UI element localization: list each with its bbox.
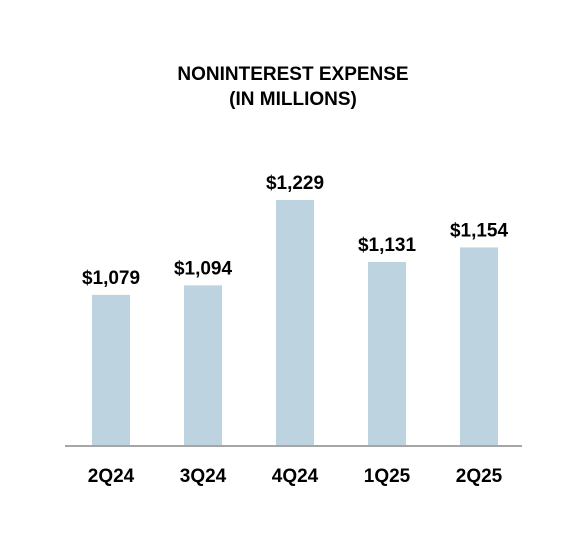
data-label-2Q24: $1,079 bbox=[82, 268, 140, 289]
x-tick-label-2Q24: 2Q24 bbox=[88, 466, 135, 487]
bar-2Q24 bbox=[92, 294, 130, 446]
chart-subtitle: (IN MILLIONS) bbox=[229, 89, 357, 110]
bar-3Q24 bbox=[184, 285, 222, 446]
x-tick-labels-group: 2Q24 3Q24 4Q24 1Q25 2Q25 bbox=[88, 466, 503, 487]
x-tick-label-1Q25: 1Q25 bbox=[364, 466, 411, 487]
x-tick-label-4Q24: 4Q24 bbox=[272, 466, 319, 487]
bar-4Q24 bbox=[276, 200, 314, 446]
x-tick-label-2Q25: 2Q25 bbox=[456, 466, 503, 487]
data-label-3Q24: $1,094 bbox=[174, 258, 233, 279]
bars-group bbox=[92, 200, 498, 446]
chart-title: NONINTEREST EXPENSE bbox=[177, 64, 409, 85]
bar-1Q25 bbox=[368, 261, 406, 446]
x-tick-label-3Q24: 3Q24 bbox=[180, 466, 227, 487]
data-label-4Q24: $1,229 bbox=[266, 173, 324, 194]
data-label-2Q25: $1,154 bbox=[450, 220, 509, 241]
data-label-1Q25: $1,131 bbox=[358, 235, 417, 256]
data-labels-group: $1,079 $1,094 $1,229 $1,131 $1,154 bbox=[82, 173, 509, 289]
chart-title-block: NONINTEREST EXPENSE (IN MILLIONS) bbox=[0, 62, 586, 112]
bar-2Q25 bbox=[460, 247, 498, 446]
